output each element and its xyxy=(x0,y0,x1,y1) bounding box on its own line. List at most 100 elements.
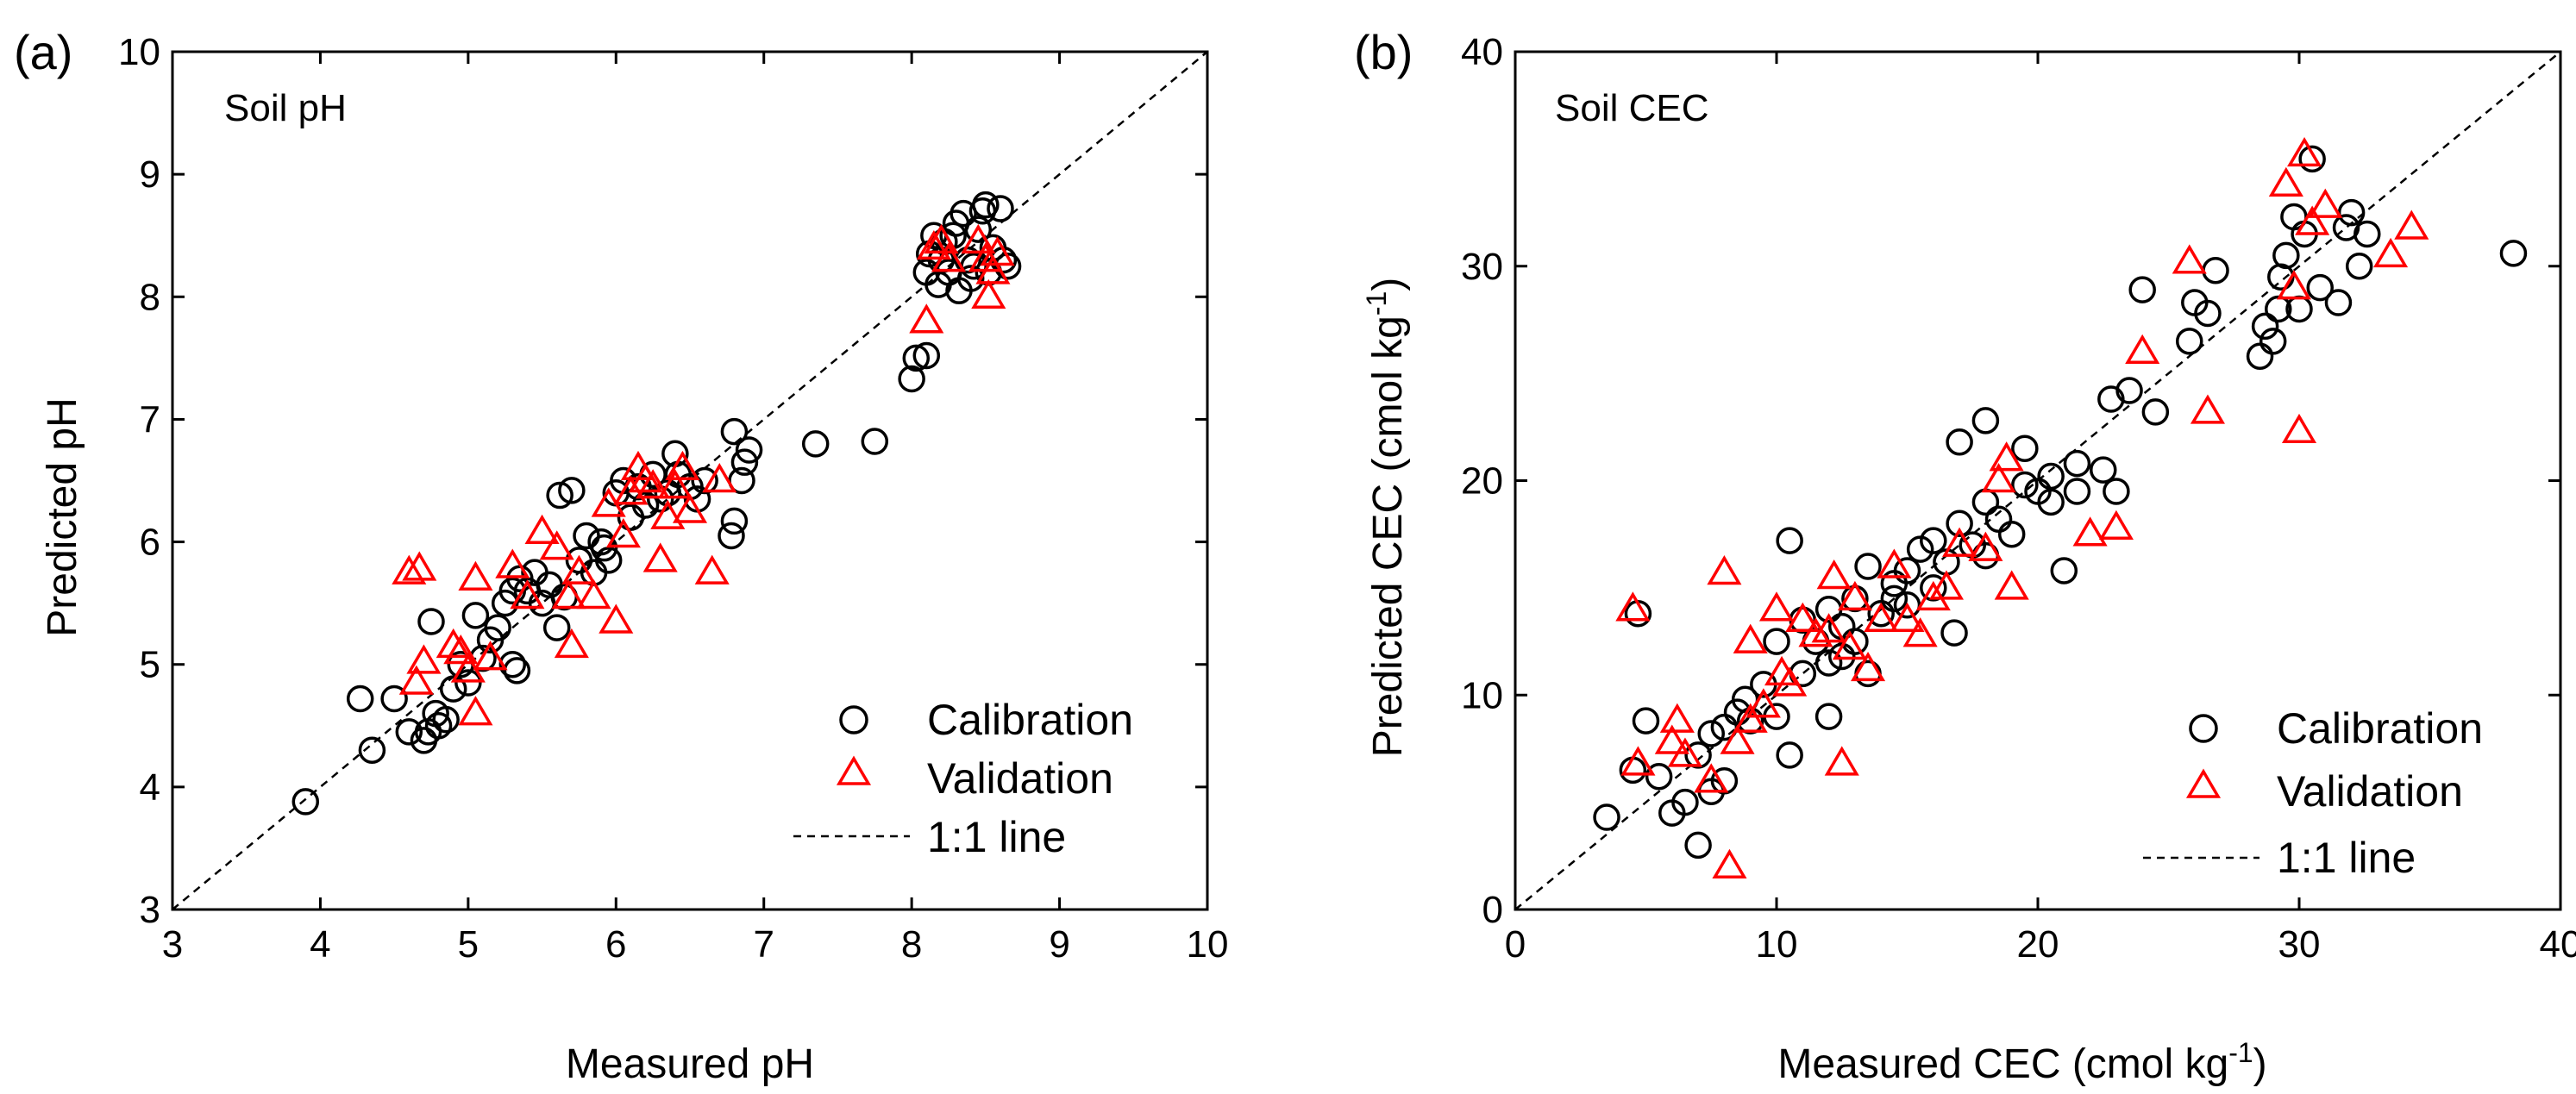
calibration-point-b-44 xyxy=(1946,428,1973,456)
calibration-point-b-19 xyxy=(1776,741,1803,769)
validation-point-a-4 xyxy=(436,628,471,659)
calibration-point-a-51 xyxy=(720,507,749,535)
validation-point-b-26 xyxy=(1902,617,1938,647)
calibration-point-a-60 xyxy=(912,341,941,370)
calibration-point-b-31 xyxy=(1854,660,1882,688)
x-tick-label-a-2: 5 xyxy=(458,923,479,966)
calibration-point-b-0 xyxy=(1593,803,1620,831)
calibration-point-b-8 xyxy=(1684,741,1712,769)
validation-point-b-19 xyxy=(1824,746,1859,776)
panel-b-marks xyxy=(1514,51,2561,910)
y-tick-label-a-7: 10 xyxy=(118,31,160,73)
calibration-point-b-6 xyxy=(1671,788,1699,816)
calibration-point-b-63 xyxy=(2128,276,2156,303)
calibration-point-b-71 xyxy=(2259,328,2287,355)
y-tick-label-a-0: 3 xyxy=(140,889,160,931)
validation-point-b-40 xyxy=(2276,270,2311,300)
calibration-point-b-61 xyxy=(2103,478,2130,505)
validation-point-b-44 xyxy=(2308,188,2343,218)
validation-point-b-8 xyxy=(1720,724,1755,754)
y-tick-label-b-3: 30 xyxy=(1461,246,1503,288)
calibration-point-a-75 xyxy=(964,216,993,243)
y-tick-label-b-1: 10 xyxy=(1461,674,1503,716)
calibration-point-b-65 xyxy=(2175,328,2203,355)
calibration-point-b-20 xyxy=(1776,527,1803,554)
validation-point-b-12 xyxy=(1758,591,1795,622)
validation-point-b-20 xyxy=(1832,630,1867,660)
validation-point-a-0 xyxy=(392,554,427,585)
validation-point-a-9 xyxy=(473,641,508,671)
validation-point-b-21 xyxy=(1837,580,1872,611)
legend-calibration-label-a: Calibration xyxy=(927,696,1133,744)
calibration-point-b-35 xyxy=(1880,570,1908,597)
validation-point-b-36 xyxy=(2125,334,2160,364)
validation-point-a-24 xyxy=(636,469,671,499)
calibration-point-b-57 xyxy=(2063,478,2091,505)
calibration-point-b-11 xyxy=(1710,767,1739,795)
validation-point-a-15 xyxy=(554,628,589,659)
calibration-point-a-9 xyxy=(424,712,453,740)
validation-point-a-27 xyxy=(657,469,693,499)
panel-b-cec-chart: (b) Soil CEC Predicted CEC (cmol kg-1) M… xyxy=(1354,25,2576,1087)
panel-a-y-axis-title: Predicted pH xyxy=(40,397,85,636)
validation-point-b-37 xyxy=(2172,244,2207,274)
calibration-point-a-50 xyxy=(718,522,745,550)
y-tick-label-a-5: 8 xyxy=(140,276,160,318)
calibration-point-a-19 xyxy=(498,650,527,678)
calibration-point-a-32 xyxy=(573,522,600,550)
validation-point-b-11 xyxy=(1746,688,1781,718)
validation-point-b-0 xyxy=(1615,591,1651,622)
validation-point-b-15 xyxy=(1785,602,1821,632)
calibration-point-b-39 xyxy=(1920,574,1947,602)
validation-point-b-27 xyxy=(1915,580,1951,611)
panel-a-ticks: 3 4 5 6 7 8 9 10 3 4 5 6 7 8 9 10 xyxy=(118,31,1228,966)
calibration-point-b-7 xyxy=(1684,831,1712,860)
calibration-point-b-3 xyxy=(1632,707,1660,735)
calibration-point-a-30 xyxy=(558,477,586,504)
validation-point-a-33 xyxy=(916,229,951,260)
validation-point-b-2 xyxy=(1654,724,1689,754)
y-tick-label-a-1: 4 xyxy=(140,766,160,809)
validation-point-a-3 xyxy=(406,644,442,674)
panel-b-x-axis-title-end: ) xyxy=(2253,1041,2267,1087)
validation-point-b-38 xyxy=(2190,394,2226,424)
calibration-point-b-74 xyxy=(2272,241,2300,270)
calibration-point-b-59 xyxy=(2090,456,2117,484)
validation-point-b-32 xyxy=(1989,441,2024,472)
calibration-point-a-41 xyxy=(631,491,660,519)
calibration-point-a-35 xyxy=(590,534,618,562)
panel-b-y-axis-title: Predicted CEC (cmol kg-1) xyxy=(1361,278,1411,758)
validation-point-a-28 xyxy=(665,450,700,481)
calibration-point-b-78 xyxy=(2298,145,2326,173)
calibration-point-b-79 xyxy=(2306,273,2334,302)
validation-point-b-24 xyxy=(1877,548,1912,578)
calibration-point-a-28 xyxy=(546,481,573,509)
calibration-point-b-4 xyxy=(1645,763,1673,791)
panel-b-x-axis-title-main: Measured CEC (cmol kg xyxy=(1777,1041,2228,1087)
x-tick-label-a-7: 10 xyxy=(1187,923,1229,966)
panel-b-y-axis-title-main: Predicted CEC (cmol kg xyxy=(1365,316,1411,757)
validation-point-b-4 xyxy=(1667,737,1703,767)
validation-point-a-20 xyxy=(605,518,641,548)
panel-b-inner-title: Soil CEC xyxy=(1555,87,1709,129)
validation-point-a-40 xyxy=(980,236,1015,266)
calibration-point-a-77 xyxy=(972,191,1000,219)
x-tick-label-a-6: 9 xyxy=(1049,923,1069,966)
validation-point-a-14 xyxy=(551,579,586,610)
panel-b-x-axis-title-sup: -1 xyxy=(2228,1037,2253,1068)
calibration-point-a-10 xyxy=(432,705,460,734)
calibration-point-a-1 xyxy=(346,685,374,713)
validation-point-a-38 xyxy=(971,278,1006,309)
legend-validation-label-a: Validation xyxy=(927,754,1113,803)
validation-point-a-23 xyxy=(628,463,663,493)
panel-a-ph-chart: (a) Soil pH Predicted pH Measured pH 3 4 5… xyxy=(14,25,1228,1087)
calibration-point-a-7 xyxy=(417,608,445,635)
calibration-point-b-70 xyxy=(2251,312,2279,341)
validation-point-a-5 xyxy=(443,635,479,665)
validation-point-a-31 xyxy=(702,463,737,493)
calibration-point-a-59 xyxy=(902,344,931,372)
validation-point-b-30 xyxy=(1968,531,2003,561)
validation-point-b-1 xyxy=(1620,746,1656,776)
validation-point-a-7 xyxy=(458,560,493,591)
validation-point-a-1 xyxy=(402,551,437,581)
